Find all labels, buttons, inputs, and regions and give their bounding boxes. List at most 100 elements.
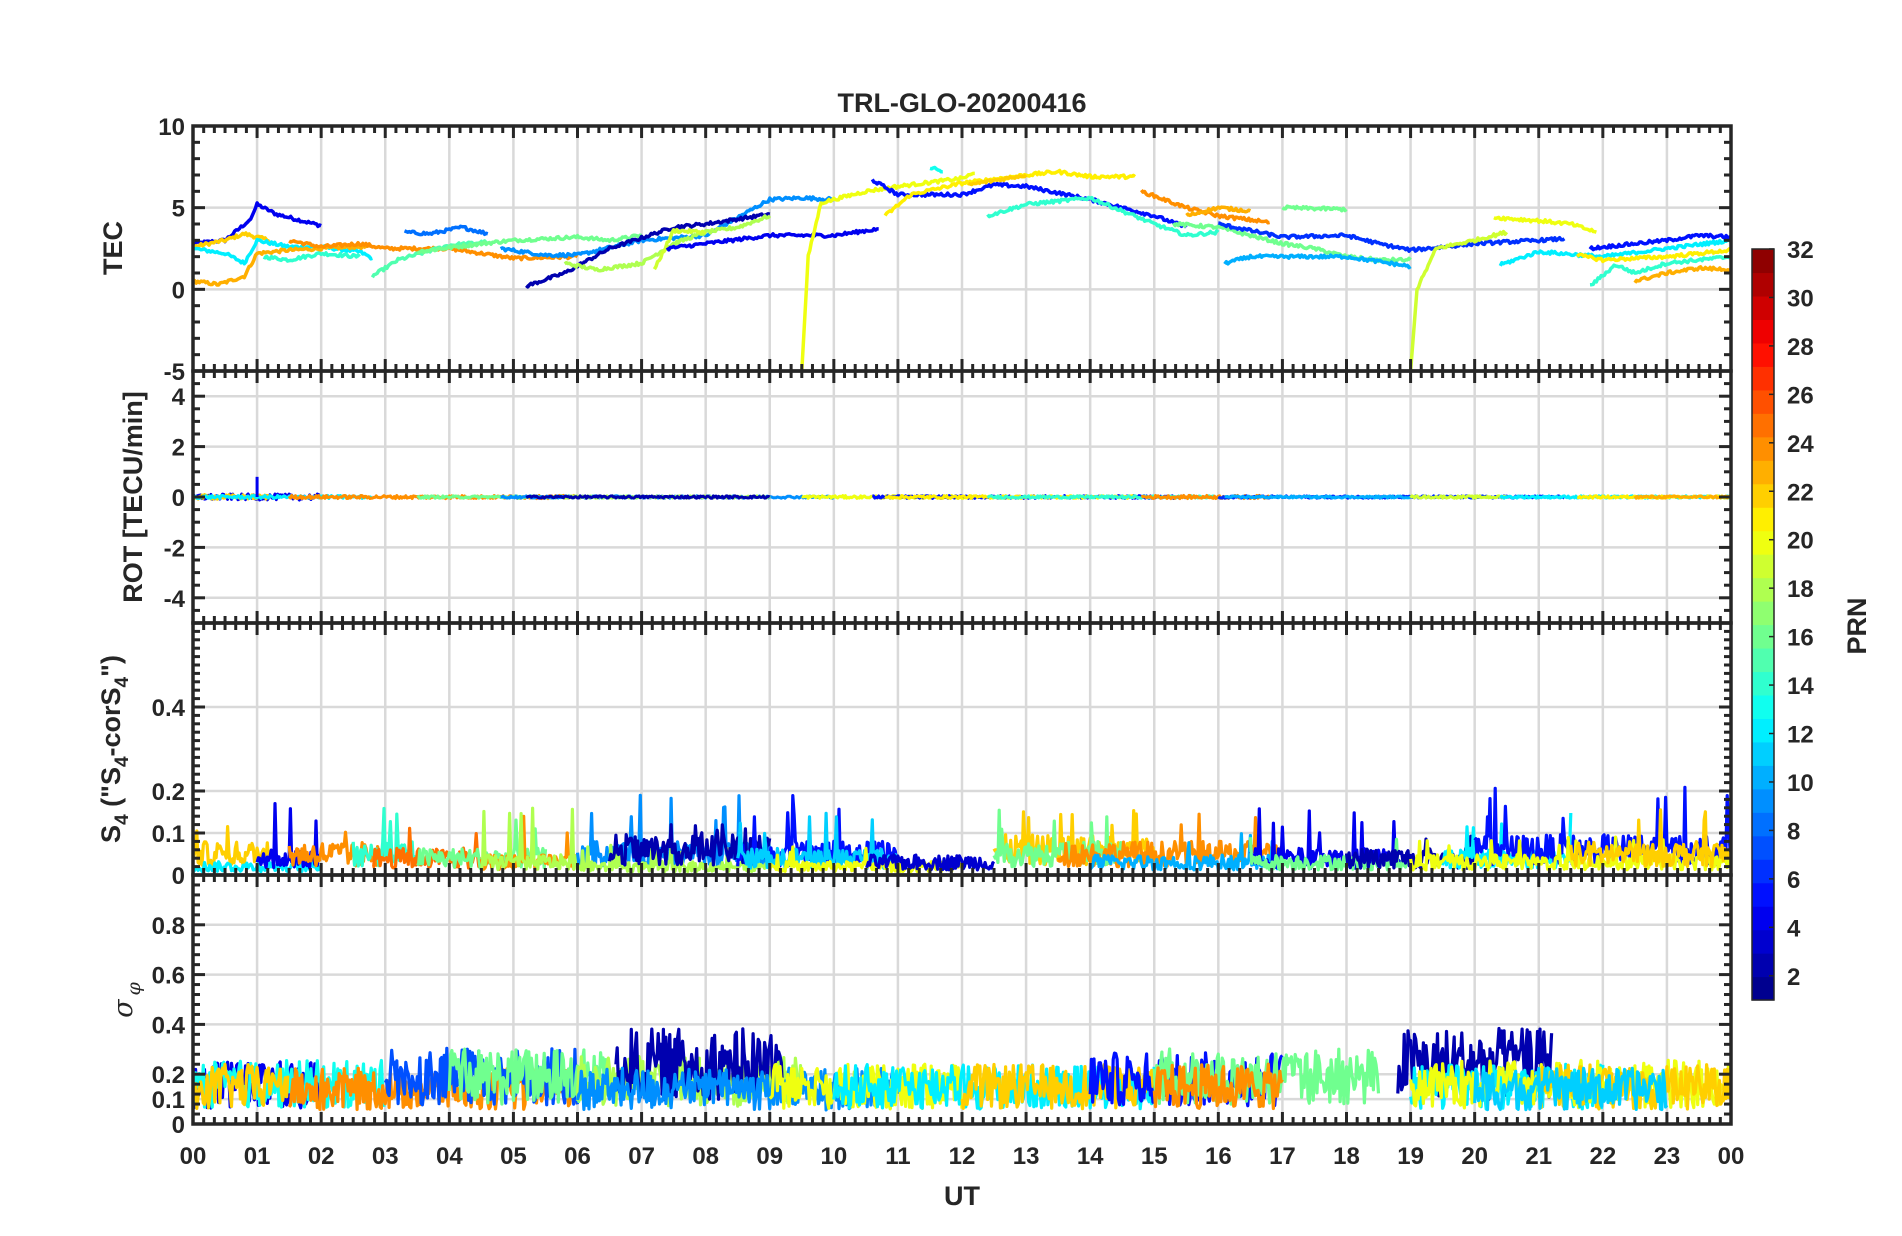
colorbar-swatch (1752, 577, 1774, 602)
colorbar-label: PRN (1842, 597, 1872, 654)
x-tick-label: 22 (1589, 1143, 1616, 1170)
colorbar-swatch (1752, 741, 1774, 766)
tec-line-prn-19 (1408, 229, 1509, 371)
tec-y-axis-label: TEC (98, 221, 128, 275)
colorbar-swatch (1752, 272, 1774, 297)
rot-line-prn-10 (1224, 494, 1411, 500)
tec-line-prn-16 (416, 233, 642, 255)
s4-line-prn-18 (479, 806, 580, 872)
s4-line-prn-2 (607, 823, 772, 867)
tec-line-prn-9 (499, 195, 835, 259)
tec-line-prn-19 (652, 227, 707, 271)
x-tick-label: 15 (1141, 1143, 1168, 1170)
colorbar-tick-label: 22 (1787, 479, 1814, 506)
colorbar-tick-label: 8 (1787, 818, 1800, 845)
colorbar-swatch (1752, 882, 1774, 907)
y-tick-label: 5 (172, 196, 185, 223)
s4-line-prn-24 (1056, 812, 1283, 869)
y-tick-label: 0 (172, 1112, 185, 1139)
y-tick-label: 0.2 (152, 779, 185, 806)
x-tick-label: 18 (1333, 1143, 1360, 1170)
chart-title: TRL-GLO-20200416 (837, 88, 1086, 118)
colorbar-swatch (1752, 718, 1774, 743)
s4-line-prn-22 (1569, 808, 1731, 869)
series-group (193, 165, 1731, 371)
colorbar-swatch (1752, 366, 1774, 391)
tec-line-prn-14 (1589, 254, 1731, 287)
s4-y-axis-label: S4 ("S4-corS4") (96, 655, 133, 843)
x-tick-label: 19 (1397, 1143, 1424, 1170)
label-part: ") (96, 655, 126, 677)
x-tick-label: 09 (756, 1143, 783, 1170)
x-tick-label: 02 (308, 1143, 335, 1170)
colorbar-tick-label: 18 (1787, 576, 1814, 603)
colorbar-swatch (1752, 460, 1774, 485)
colorbar-swatch (1752, 249, 1774, 274)
x-tick-label: 14 (1077, 1143, 1104, 1170)
y-tick-label: 0.4 (152, 695, 186, 722)
s4-line-prn-16 (992, 808, 1124, 869)
label-part: S (96, 825, 126, 843)
sigma-line-prn-22 (193, 1062, 290, 1111)
rot-line-prn-19 (1409, 494, 1508, 500)
colorbar-tick-label: 2 (1787, 964, 1800, 991)
colorbar-swatch (1752, 859, 1774, 884)
colorbar-swatch (1752, 530, 1774, 555)
x-tick-label: 05 (500, 1143, 527, 1170)
sigma-line-prn-22 (960, 1062, 1156, 1111)
colorbar-swatch (1752, 319, 1774, 344)
label-part: 4 (112, 756, 133, 767)
colorbar-swatch (1752, 436, 1774, 461)
x-tick-labels: 00 01 02 03 04 05 06 07 08 09 10 11 12 13 14 15 16 17 18 19… (180, 1143, 1745, 1170)
label-part: ("S (96, 767, 126, 814)
x-tick-label: 17 (1269, 1143, 1296, 1170)
colorbar-swatch (1752, 953, 1774, 978)
colorbar-swatch (1752, 295, 1774, 321)
label-part: 4 (112, 676, 133, 687)
x-tick-label: 13 (1013, 1143, 1040, 1170)
colorbar-tick-label: 30 (1787, 285, 1814, 312)
colorbar-swatch (1752, 554, 1774, 579)
colorbar-swatch (1752, 624, 1774, 649)
colorbar-swatch (1752, 929, 1774, 954)
tec-line-prn-4 (665, 226, 879, 252)
sigma-phi-y-axis-label: σφ (108, 981, 145, 1017)
colorbar-swatch (1752, 671, 1774, 696)
series-group (193, 785, 1731, 874)
tec-line-prn-10 (1223, 253, 1412, 270)
x-axis-label: UT (944, 1181, 980, 1211)
y-tick-label: 4 (172, 384, 186, 411)
y-tick-label: 10 (158, 114, 185, 141)
x-tick-label: 04 (436, 1143, 463, 1170)
tec-line-prn-22 (967, 173, 1028, 187)
y-tick-label: 0 (172, 277, 185, 304)
tec-line-prn-2 (525, 212, 771, 289)
tec-line-prn-21 (1576, 247, 1731, 264)
tec-line-prn-20 (800, 171, 975, 371)
x-tick-label: 12 (949, 1143, 976, 1170)
colorbar-tick-label: 10 (1787, 770, 1814, 797)
label-part: 4 (112, 814, 133, 825)
label-part: -corS (96, 687, 126, 756)
x-tick-label: 11 (885, 1143, 910, 1170)
x-tick-label: 10 (820, 1143, 847, 1170)
colorbar-tick-label: 14 (1787, 673, 1814, 700)
label-phi: φ (123, 981, 145, 995)
colorbar-tick-label: 20 (1787, 528, 1814, 555)
rot-line-prn-23 (1633, 494, 1731, 500)
x-tick-label: 01 (244, 1143, 271, 1170)
tec-line-prn-23 (1185, 205, 1252, 218)
panel-rot: -4 -2 0 2 4 (164, 369, 1733, 625)
colorbar-swatch (1752, 765, 1774, 790)
colorbar-swatch (1752, 413, 1774, 438)
x-tick-label: 08 (692, 1143, 719, 1170)
rot-line-prn-2 (525, 494, 771, 500)
panel-tec: -5 0 5 10 (158, 114, 1733, 386)
y-tick-label: -5 (164, 359, 185, 386)
colorbar-tick-label: 6 (1787, 867, 1800, 894)
colorbar-tick-label: 26 (1787, 382, 1814, 409)
tec-line-prn-20 (1493, 215, 1597, 234)
colorbar-tick-label: 28 (1787, 334, 1814, 361)
y-tick-label: 0.1 (152, 821, 185, 848)
